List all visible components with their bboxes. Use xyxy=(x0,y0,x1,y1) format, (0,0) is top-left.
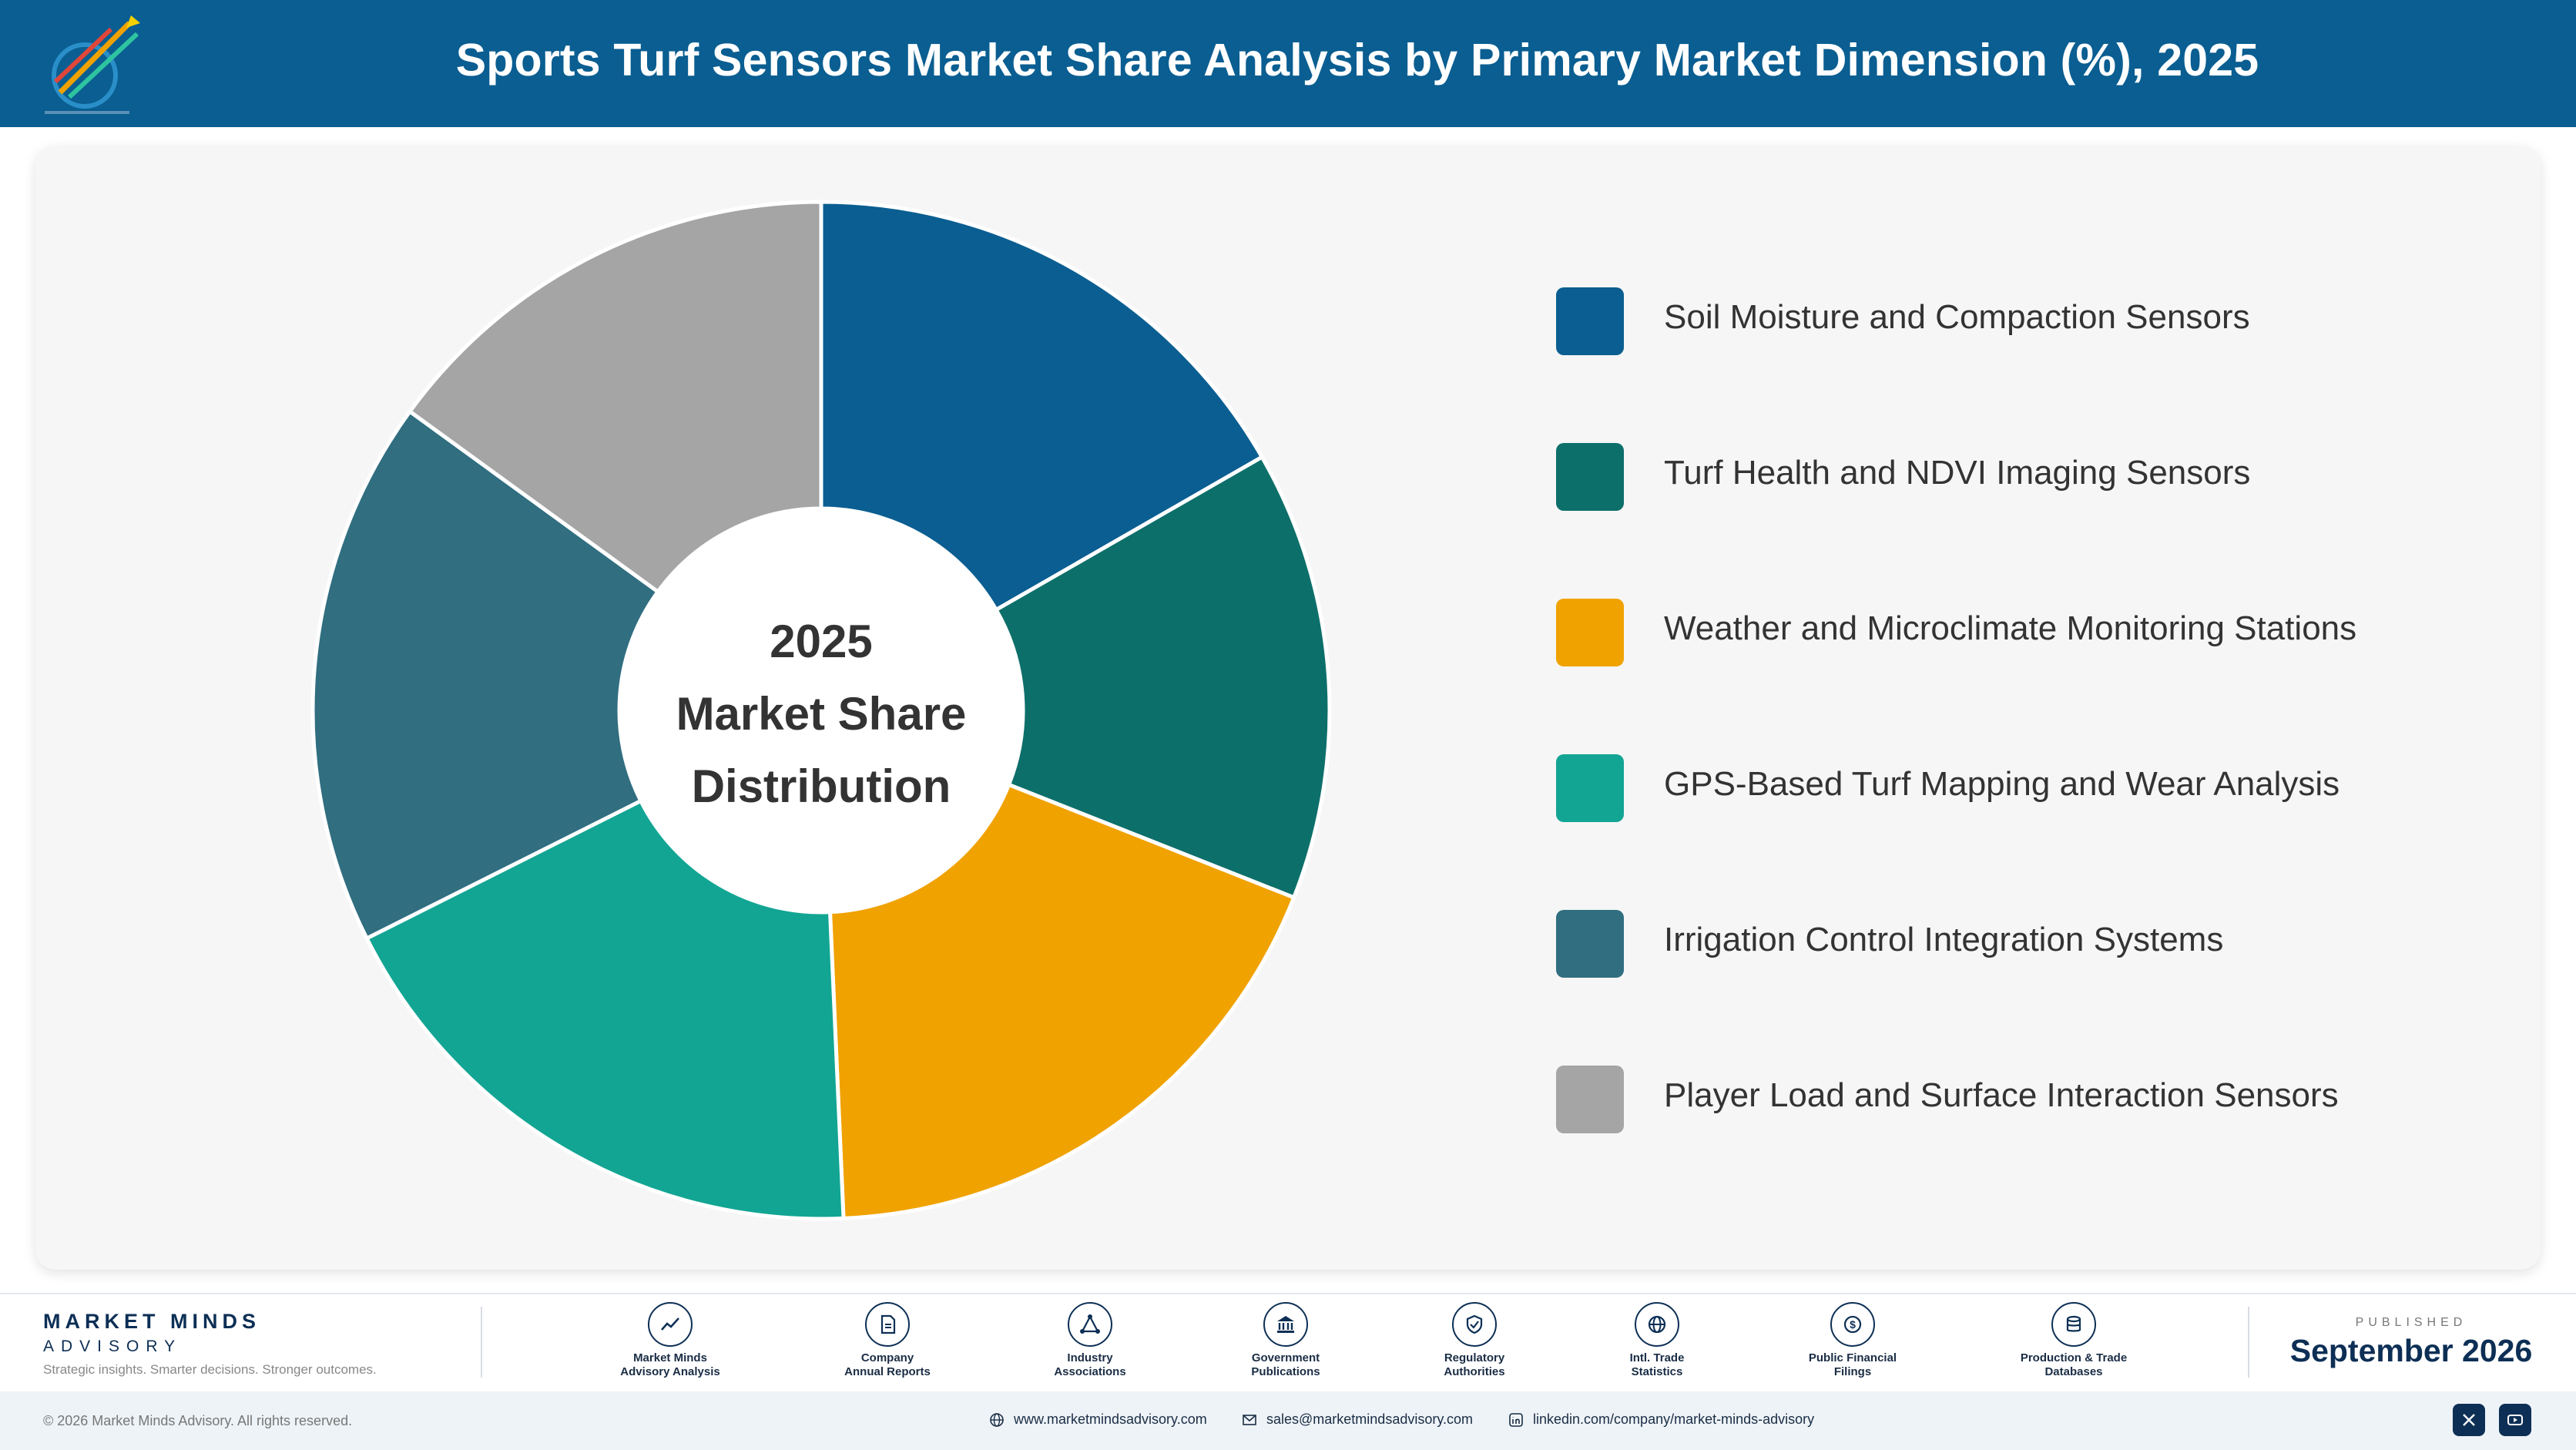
youtube-icon xyxy=(2507,1415,2523,1425)
legend-item: Weather and Microclimate Monitoring Stat… xyxy=(1556,599,2480,668)
source-label-line2: Advisory Analysis xyxy=(620,1365,720,1378)
source-item: Production & Trade Databases xyxy=(1997,1302,2151,1379)
database-icon xyxy=(2051,1302,2096,1347)
legend-item: GPS-Based Turf Mapping and Wear Analysis xyxy=(1556,754,2480,824)
source-label-line1: Public Financial xyxy=(1808,1351,1897,1364)
linkedin-icon xyxy=(1509,1412,1523,1427)
svg-text:$: $ xyxy=(1850,1318,1856,1331)
brand-name: MARKET MINDS xyxy=(43,1310,260,1333)
chart-card: 2025 Market Share Distribution Soil Mois… xyxy=(35,146,2541,1270)
source-label-line2: Databases xyxy=(2044,1365,2103,1378)
legend-item: Player Load and Surface Interaction Sens… xyxy=(1556,1066,2480,1135)
website-link[interactable]: www.marketmindsadvisory.com xyxy=(989,1411,1207,1428)
network-icon xyxy=(1068,1302,1112,1347)
x-icon xyxy=(2463,1414,2475,1426)
source-label-line1: Company xyxy=(860,1351,914,1364)
chart-line-icon xyxy=(648,1302,693,1347)
center-label-line2: Market Share xyxy=(676,688,967,740)
donut-chart xyxy=(310,200,1332,1221)
center-label-year: 2025 xyxy=(770,616,873,667)
legend-swatch xyxy=(1556,754,1624,822)
source-item: $ Public Financial Filings xyxy=(1776,1302,1930,1379)
company-logo-icon xyxy=(45,15,140,114)
document-icon xyxy=(865,1302,910,1347)
website-text: www.marketmindsadvisory.com xyxy=(1014,1411,1207,1427)
source-label-line1: Production & Trade xyxy=(2020,1351,2128,1364)
source-label-line2: Authorities xyxy=(1444,1365,1505,1378)
legend-label: Irrigation Control Integration Systems xyxy=(1664,921,2224,958)
donut-hole xyxy=(619,509,1023,912)
shield-check-icon xyxy=(1452,1302,1497,1347)
government-building-icon xyxy=(1263,1302,1308,1347)
center-label-line3: Distribution xyxy=(691,760,951,812)
source-label-line1: Regulatory xyxy=(1444,1351,1505,1364)
source-label-line1: Industry xyxy=(1067,1351,1113,1364)
legend-swatch xyxy=(1556,1066,1624,1133)
mail-icon xyxy=(1243,1414,1256,1425)
brand-tagline: Strategic insights. Smarter decisions. S… xyxy=(43,1362,377,1377)
legend-swatch xyxy=(1556,599,1624,666)
globe-icon xyxy=(1635,1302,1679,1347)
source-item: Market Minds Advisory Analysis xyxy=(593,1302,747,1379)
linkedin-text: linkedin.com/company/market-minds-adviso… xyxy=(1533,1411,1815,1427)
copyright-text: © 2026 Market Minds Advisory. All rights… xyxy=(43,1413,353,1428)
legend-swatch xyxy=(1556,910,1624,978)
legend-label: Turf Health and NDVI Imaging Sensors xyxy=(1664,454,2251,492)
footer-divider xyxy=(2248,1307,2249,1378)
published-label: PUBLISHED xyxy=(2355,1316,2467,1329)
legend-item: Turf Health and NDVI Imaging Sensors xyxy=(1556,443,2480,512)
legend-item: Irrigation Control Integration Systems xyxy=(1556,910,2480,979)
footer-bottom-bar xyxy=(0,1391,2576,1450)
legend-label: Soil Moisture and Compaction Sensors xyxy=(1664,298,2250,336)
source-item: Intl. Trade Statistics xyxy=(1580,1302,1734,1379)
source-label-line1: Market Minds xyxy=(633,1351,707,1364)
source-label-line2: Statistics xyxy=(1631,1365,1683,1378)
footer-divider xyxy=(481,1307,482,1378)
source-label-line1: Government xyxy=(1251,1351,1320,1364)
source-item: Government Publications xyxy=(1209,1302,1363,1379)
email-text: sales@marketmindsadvisory.com xyxy=(1266,1411,1474,1427)
source-label-line2: Annual Reports xyxy=(844,1365,931,1378)
source-item: Industry Associations xyxy=(1013,1302,1167,1379)
source-label-line2: Publications xyxy=(1251,1365,1320,1378)
globe-icon xyxy=(990,1412,1004,1427)
legend-label: Weather and Microclimate Monitoring Stat… xyxy=(1664,609,2357,647)
source-label-line2: Filings xyxy=(1833,1365,1872,1378)
legend-swatch xyxy=(1556,287,1624,355)
page-title: Sports Turf Sensors Market Share Analysi… xyxy=(455,35,2259,86)
brand-subtitle: ADVISORY xyxy=(43,1338,183,1355)
legend-label: Player Load and Surface Interaction Sens… xyxy=(1664,1076,2339,1114)
source-label-line2: Associations xyxy=(1054,1365,1126,1378)
legend-item: Soil Moisture and Compaction Sensors xyxy=(1556,287,2480,357)
source-label-line1: Intl. Trade xyxy=(1629,1351,1685,1364)
source-item: Company Annual Reports xyxy=(810,1302,964,1379)
published-date: September 2026 xyxy=(2289,1333,2533,1368)
legend-swatch xyxy=(1556,443,1624,511)
x-social-button[interactable] xyxy=(2453,1404,2485,1436)
dollar-coin-icon: $ xyxy=(1830,1302,1875,1347)
header-bar: Sports Turf Sensors Market Share Analysi… xyxy=(0,0,2576,127)
linkedin-link[interactable]: linkedin.com/company/market-minds-adviso… xyxy=(1508,1411,1814,1428)
youtube-social-button[interactable] xyxy=(2499,1404,2531,1436)
legend-label: GPS-Based Turf Mapping and Wear Analysis xyxy=(1664,765,2340,803)
source-item: Regulatory Authorities xyxy=(1397,1302,1551,1379)
email-link[interactable]: sales@marketmindsadvisory.com xyxy=(1242,1411,1473,1428)
